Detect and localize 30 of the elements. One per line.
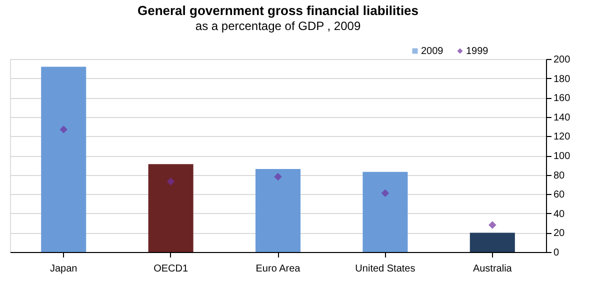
bar	[255, 169, 301, 252]
bar	[148, 164, 194, 252]
y-tick-label: 120	[554, 132, 571, 143]
y-tick-label: 100	[554, 151, 571, 162]
y-tick-label: 140	[554, 112, 571, 124]
bar	[470, 232, 515, 252]
legend-label: 1999	[466, 46, 489, 57]
x-tick-label: United States	[355, 264, 416, 274]
y-tick-label: 180	[554, 74, 571, 85]
point	[60, 126, 68, 134]
point	[274, 172, 282, 181]
y-tick-label: 0	[554, 248, 560, 258]
y-tick-label: 200	[554, 54, 571, 66]
bar	[41, 66, 86, 252]
chart-title: General government gross financial liabilities	[137, 3, 419, 18]
x-tick-label: Euro Area	[256, 264, 301, 274]
chart-subtitle: as a percentage of GDP , 2009	[195, 19, 361, 33]
x-tick-label: Australia	[472, 264, 512, 274]
y-tick-label: 20	[554, 228, 566, 240]
bar	[362, 172, 408, 252]
legend-label: 2009	[421, 46, 444, 57]
point	[381, 189, 390, 198]
point	[488, 221, 496, 229]
x-tick-label: Japan	[50, 264, 78, 274]
x-tick-label: OECD1	[154, 264, 188, 274]
y-tick-label: 40	[554, 208, 566, 220]
y-tick-label: 160	[554, 93, 571, 104]
y-tick-label: 60	[554, 190, 566, 201]
point	[166, 178, 175, 186]
y-tick-label: 80	[554, 170, 566, 182]
